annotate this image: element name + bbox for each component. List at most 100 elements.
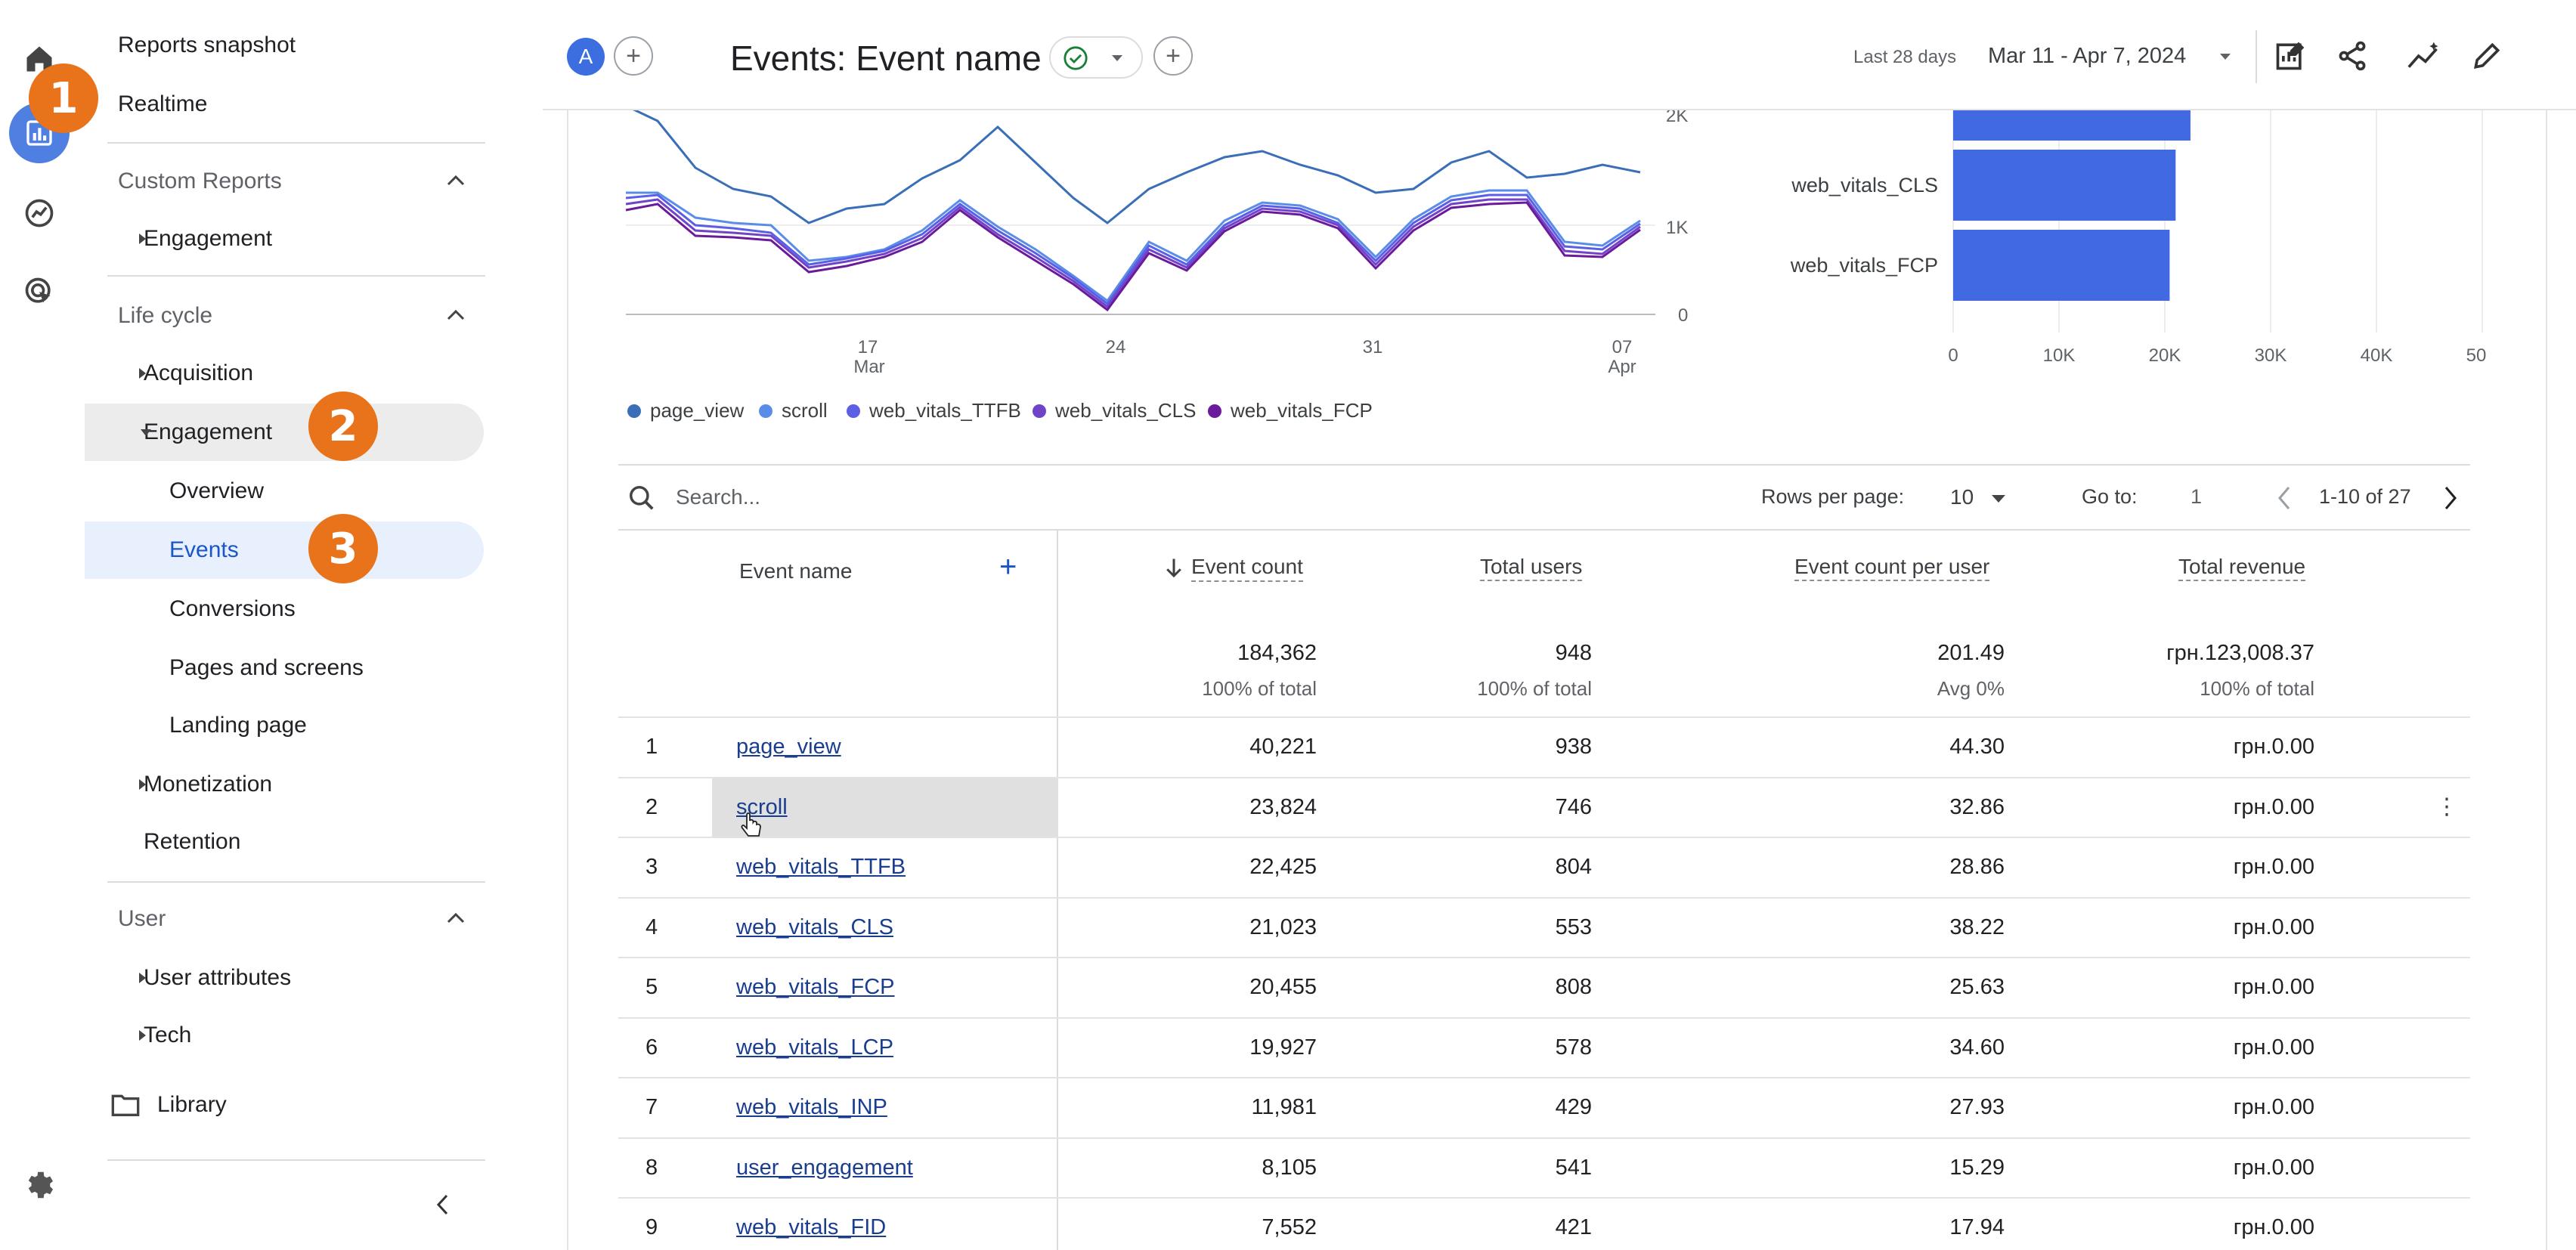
x-tick-label: 0: [1948, 345, 1958, 366]
event-name-link[interactable]: web_vitals_CLS: [736, 914, 893, 939]
advertising-button[interactable]: [9, 261, 70, 322]
event-name-link[interactable]: web_vitals_FCP: [736, 975, 895, 999]
legend-item[interactable]: scroll: [759, 399, 828, 422]
row-index: 9: [646, 1215, 658, 1239]
goto-page-input[interactable]: 1: [2191, 485, 2203, 508]
total-users-cell: 578: [1555, 1035, 1592, 1060]
divider: [107, 881, 485, 883]
table-row[interactable]: 2 scroll 23,824 746 32.86 грн.0.00 ⋮: [618, 776, 2470, 838]
sidebar-item-acquisition[interactable]: Acquisition: [118, 345, 253, 402]
sidebar-item-landing-page[interactable]: Landing page: [169, 697, 307, 754]
table-row[interactable]: 6 web_vitals_LCP 19,927 578 34.60 грн.0.00: [618, 1016, 2470, 1077]
page-title: Events: Event name: [730, 39, 1042, 78]
table-row[interactable]: 8 user_engagement 8,105 541 15.29 грн.0.00: [618, 1137, 2470, 1197]
table-row[interactable]: 3 web_vitals_TTFB 22,425 804 28.86 грн.0.00: [618, 837, 2470, 896]
sidebar-item-realtime[interactable]: Realtime: [118, 76, 207, 133]
settings-button[interactable]: [9, 1155, 70, 1215]
rows-per-page-label: Rows per page:: [1761, 485, 1905, 508]
per-user-cell: 28.86: [1949, 855, 2005, 879]
date-range-picker[interactable]: Mar 11 - Apr 7, 2024: [1988, 44, 2187, 68]
sidebar-item-events[interactable]: Events: [85, 521, 484, 579]
add-filter-button[interactable]: +: [1153, 36, 1193, 76]
column-header-total-revenue[interactable]: Total revenue: [2178, 555, 2306, 581]
section-life-cycle[interactable]: Life cycle: [118, 287, 481, 345]
row-more-menu-icon[interactable]: ⋮: [2435, 794, 2458, 819]
total-event-count-sub: 100% of total: [1202, 677, 1317, 700]
divider: [107, 142, 485, 144]
prev-page-icon[interactable]: [2277, 485, 2292, 511]
section-custom-reports[interactable]: Custom Reports: [118, 153, 481, 210]
sidebar-item-custom-engagement[interactable]: Engagement: [118, 210, 272, 268]
event-name-link[interactable]: web_vitals_LCP: [736, 1035, 893, 1060]
event-name-link[interactable]: scroll: [736, 794, 788, 819]
add-comparison-button[interactable]: +: [614, 36, 653, 76]
event-name-link[interactable]: user_engagement: [736, 1155, 913, 1180]
customize-report-icon[interactable]: [2274, 39, 2307, 73]
event-name-link[interactable]: web_vitals_FID: [736, 1215, 887, 1239]
table-row[interactable]: 4 web_vitals_CLS 21,023 553 38.22 грн.0.00: [618, 896, 2470, 957]
expand-arrow-icon: [139, 368, 146, 379]
row-index: 6: [646, 1035, 658, 1060]
x-tick-day: 17: [857, 337, 878, 357]
edit-pencil-icon[interactable]: [2470, 39, 2503, 73]
goto-label: Go to:: [2082, 485, 2138, 508]
sidebar-item-pages-and-screens[interactable]: Pages and screens: [169, 639, 364, 697]
sidebar-item-engagement[interactable]: Engagement: [85, 404, 484, 461]
sidebar-item-reports-snapshot[interactable]: Reports snapshot: [118, 17, 296, 74]
column-header-event-count[interactable]: Event count: [1164, 555, 1303, 582]
report-status-chip[interactable]: [1049, 36, 1143, 79]
sidebar-item-label: Retention: [144, 829, 241, 854]
legend-item[interactable]: page_view: [627, 399, 744, 422]
sidebar-item-tech[interactable]: Tech: [118, 1007, 191, 1064]
comparison-avatar[interactable]: A: [567, 38, 605, 76]
rows-per-page-select[interactable]: 10: [1950, 485, 1974, 509]
per-user-cell: 25.63: [1949, 975, 2005, 999]
bar[interactable]: [1953, 150, 2176, 221]
sidebar-item-overview[interactable]: Overview: [169, 463, 264, 520]
search-icon: [630, 486, 654, 510]
legend-item[interactable]: web_vitals_TTFB: [847, 399, 1021, 422]
section-user[interactable]: User: [118, 890, 481, 948]
table-row[interactable]: 7 web_vitals_INP 11,981 429 27.93 грн.0.00: [618, 1077, 2470, 1137]
report-header: A + Events: Event name + Last 28 days Ma…: [543, 0, 2576, 110]
page-range: 1-10 of 27: [2319, 485, 2411, 508]
legend-item[interactable]: web_vitals_CLS: [1033, 399, 1196, 422]
sidebar-item-retention[interactable]: Retention: [144, 813, 240, 871]
dropdown-arrow-icon[interactable]: [1991, 494, 2006, 503]
sidebar-item-label: Library: [157, 1092, 227, 1117]
per-user-cell: 32.86: [1949, 794, 2005, 819]
x-tick-label: 10K: [2043, 345, 2076, 366]
table-row[interactable]: 9 web_vitals_FID 7,552 421 17.94 грн.0.00: [618, 1197, 2470, 1250]
sidebar-item-monetization[interactable]: Monetization: [118, 756, 272, 813]
chevron-up-icon: [447, 175, 465, 186]
event-name-link[interactable]: web_vitals_INP: [736, 1095, 887, 1119]
sidebar-item-label: Engagement: [144, 226, 273, 251]
event-count-cell: 20,455: [1249, 975, 1317, 999]
add-dimension-icon[interactable]: +: [999, 550, 1017, 583]
table-row[interactable]: 5 web_vitals_FCP 20,455 808 25.63 грн.0.00: [618, 957, 2470, 1016]
insights-icon[interactable]: [2405, 39, 2443, 73]
column-header-total-users[interactable]: Total users: [1480, 555, 1583, 581]
next-page-icon[interactable]: [2443, 485, 2458, 511]
share-icon[interactable]: [2336, 39, 2369, 73]
event-name-link[interactable]: web_vitals_TTFB: [736, 855, 906, 879]
home-button[interactable]: [9, 29, 70, 89]
total-users-cell: 804: [1555, 855, 1592, 879]
revenue-cell: грн.0.00: [2233, 855, 2314, 879]
event-name-link[interactable]: page_view: [736, 735, 841, 759]
date-dropdown-icon[interactable]: [2219, 53, 2231, 60]
table-row[interactable]: 1 page_view 40,221 938 44.30 грн.0.00: [618, 716, 2470, 776]
legend-item[interactable]: web_vitals_FCP: [1208, 399, 1373, 422]
collapse-sidebar-chevron-icon[interactable]: [434, 1193, 452, 1217]
dropdown-arrow-icon: [1112, 55, 1122, 61]
sidebar-item-library[interactable]: Library: [110, 1076, 227, 1134]
sidebar-item-user-attributes[interactable]: User attributes: [118, 949, 291, 1007]
explore-button[interactable]: [9, 183, 70, 243]
bar-partial[interactable]: [1953, 106, 2191, 141]
legend-swatch: [1033, 404, 1046, 418]
column-header-event-name[interactable]: Event name: [739, 559, 853, 583]
column-header-event-count-per-user[interactable]: Event count per user: [1794, 555, 1990, 581]
sidebar-item-conversions[interactable]: Conversions: [169, 580, 296, 638]
bar[interactable]: [1953, 230, 2170, 301]
search-input[interactable]: Search...: [676, 485, 761, 509]
